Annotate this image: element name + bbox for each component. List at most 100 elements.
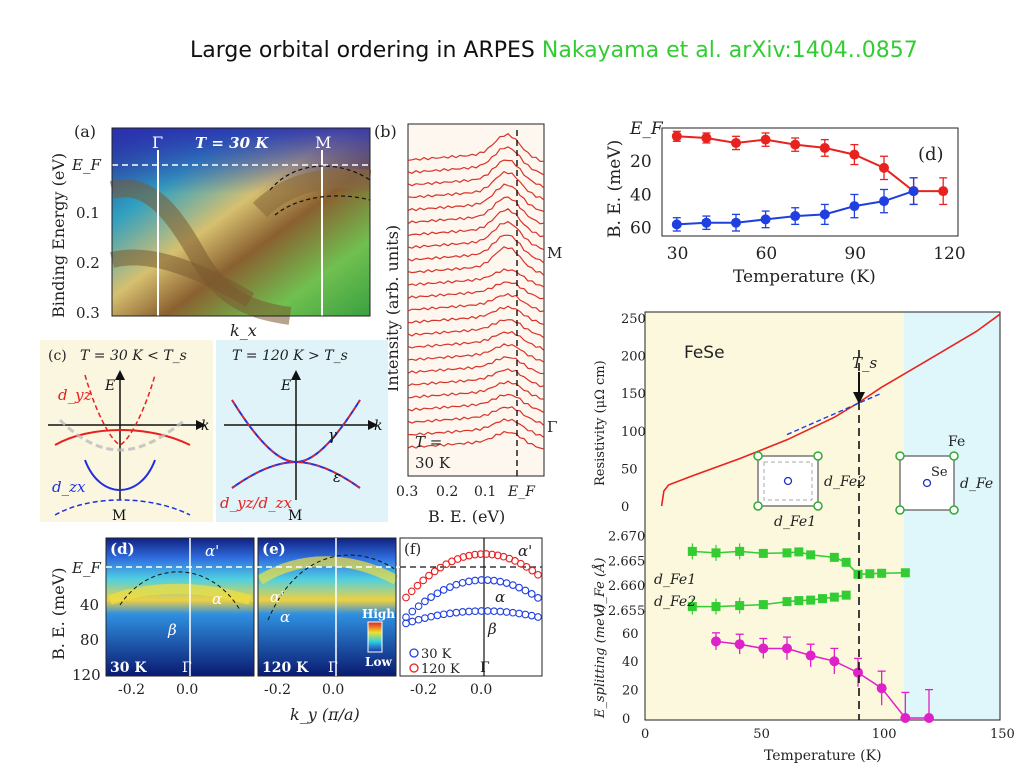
panel-c-right-title: T = 120 K > T_s: [232, 348, 348, 364]
dfe-point: [853, 569, 863, 579]
panel-d-right-ytick: E_F: [629, 119, 664, 139]
panel-f-marker: [433, 589, 442, 598]
panel-b: (b) Intensity (arb. units) M Γ T = 30 K …: [374, 122, 562, 526]
panel-c-label: (c): [48, 348, 67, 364]
panel-c-right-e: E: [280, 378, 291, 394]
panel-f-marker: [528, 566, 537, 575]
edc-curve: [407, 393, 545, 414]
panel-b-xtick-3: E_F: [507, 484, 536, 500]
panel-a-ytick-1: 0.1: [76, 204, 100, 222]
edc-curve: [407, 356, 545, 375]
panel-def-ytick-120: 120: [72, 666, 101, 684]
panel-d-xtick-0: 0.0: [176, 682, 198, 698]
panel-d-right-xlabel: Temperature (K): [733, 267, 876, 287]
resist-ylabel: Resistivity (μΩ cm): [593, 360, 608, 486]
dfe-ylabel: d_Fe (Å): [592, 558, 608, 613]
resist-ytick: 100: [621, 425, 646, 440]
panel-a-ytick-ef: E_F: [71, 156, 101, 174]
dfe-point: [900, 568, 910, 578]
panel-f-marker: [439, 586, 448, 594]
panel-f-marker: [534, 594, 542, 602]
panel-d-right-point: [790, 211, 801, 222]
panel-f-beta: β: [487, 620, 497, 638]
panel-a-ytick-2: 0.2: [76, 254, 100, 272]
panel-a: (a) Γ T = 30 K M E_F 0.1 0.2 0.3 Binding…: [49, 122, 372, 340]
panel-c-dzx: d_zx: [52, 478, 86, 496]
panel-d-right-point: [938, 186, 949, 197]
panel-a-label: (a): [74, 122, 96, 141]
panel-d-right-xtick: 60: [756, 244, 778, 264]
panel-f-alpha-p: α': [518, 542, 532, 560]
panel-f-marker: [516, 559, 525, 568]
dfe-ytick: 2.655: [608, 604, 645, 619]
panel-f-marker: [407, 587, 416, 596]
esplit-point: [900, 713, 911, 723]
panel-f-legend-30: 30 K: [421, 647, 452, 662]
dfe-ytick: 2.660: [608, 579, 645, 594]
edc-curve: [407, 170, 545, 201]
resist-ytick: 200: [621, 350, 646, 365]
panel-f-marker: [471, 550, 479, 559]
panel-f-marker: [482, 550, 491, 558]
panel-d-right-xtick: 120: [933, 244, 965, 264]
edc-curve: [407, 246, 545, 276]
panel-d-temp: 30 K: [110, 660, 147, 676]
resist-ytick: 50: [621, 462, 638, 477]
panel-d-alpha-p: α': [205, 542, 219, 560]
band-dzx-dash: [54, 499, 191, 516]
esplit-point: [924, 713, 934, 723]
panel-d-right-series: [671, 130, 949, 232]
panel-d-right-point: [760, 214, 771, 225]
panel-b-temp-1: T =: [415, 433, 442, 451]
resist-ytick: 250: [621, 312, 646, 327]
dfe-point: [735, 601, 745, 611]
panel-f-marker: [402, 593, 410, 602]
panel-c-dyzdzx: d_yz/d_zx: [220, 494, 293, 512]
dfe-point: [806, 595, 816, 605]
colorbar-high: High: [362, 607, 395, 621]
panel-d-right-point: [671, 219, 682, 230]
panel-d-right-point: [701, 217, 712, 228]
panel-e-temp: 120 K: [262, 660, 309, 676]
edc-curve: [407, 234, 545, 264]
esplit-point: [829, 656, 840, 667]
dfe-point: [794, 547, 804, 557]
esplit-ytick: 40: [622, 655, 639, 670]
panel-e-label: (e): [262, 540, 286, 558]
panel-f-marker: [527, 590, 536, 598]
panel-d-right-point: [790, 139, 801, 150]
panel-c-left-title: T = 30 K < T_s: [80, 348, 187, 364]
panel-f-marker: [493, 551, 502, 560]
panel-f-xtick-0: 0.0: [470, 682, 492, 698]
panel-def-xlabel: k_y (π/a): [290, 705, 360, 724]
panel-d-right-point: [849, 149, 860, 160]
panel-f-marker: [427, 593, 435, 601]
dfe-point: [782, 597, 792, 607]
panel-d-right-xtick: 90: [844, 244, 866, 264]
dfe-point: [818, 594, 827, 604]
esplit-point: [758, 643, 769, 654]
panel-c-left-m: M: [112, 508, 126, 524]
panel-d-right-point: [849, 201, 860, 212]
slide-title-main: Large orbital ordering in ARPES: [190, 38, 535, 63]
esplit-point: [711, 636, 721, 647]
panel-d-right-point: [731, 217, 741, 228]
panel-d-right-point: [760, 134, 771, 145]
panel-e-xtick-0: 0.0: [322, 682, 344, 698]
panel-def-ytick-ef: E_F: [71, 559, 101, 577]
edc-curve: [407, 368, 545, 388]
panel-f-marker: [521, 586, 530, 595]
panel-a-xlabel: k_x: [230, 321, 257, 340]
panel-d-right: (d) B. E. (meV) Temperature (K) E_F 20 40 6…: [605, 119, 966, 287]
panel-d-right-label: (d): [918, 144, 944, 165]
dfe-point: [829, 592, 839, 602]
dfe-point: [711, 602, 721, 612]
dfe-point: [782, 548, 792, 558]
panel-a-m: M: [315, 133, 331, 152]
dfe-point: [865, 569, 875, 579]
panel-d-xtick-neg: -0.2: [118, 682, 145, 698]
panel-d-alpha: α: [212, 590, 222, 608]
edc-curve: [407, 380, 545, 400]
panel-resistivity: T_s FeSe d_Fe2 d_Fe1 Fe Se d_Fe d_Fe1 d_…: [592, 311, 1015, 764]
